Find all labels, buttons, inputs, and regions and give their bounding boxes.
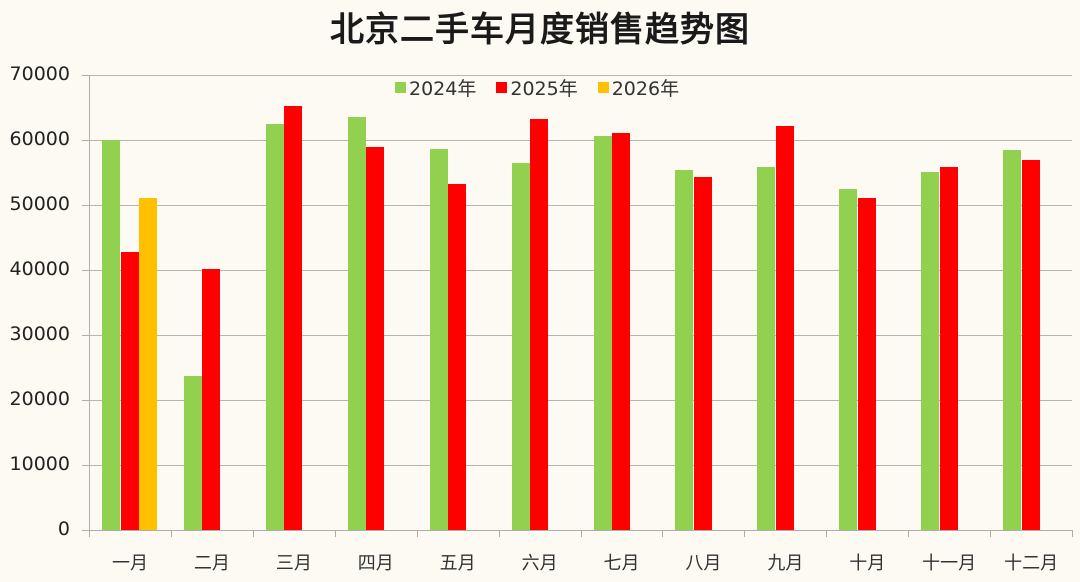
legend-item: 2024年 [395,74,476,101]
x-tick-label: 七月 [603,553,640,574]
legend-swatch-icon [395,82,406,93]
y-tick [82,205,90,206]
y-tick-label: 40000 [9,258,70,280]
bar-2025年 [448,183,467,530]
x-tick [498,530,500,537]
x-tick-label: 三月 [275,553,312,574]
x-tick [416,530,418,537]
x-tick [662,530,664,537]
gridline [89,270,1072,271]
x-tick [580,530,582,537]
x-tick [252,530,254,537]
chart-title: 北京二手车月度销售趋势图 [330,10,750,50]
bar-2024年 [675,169,694,530]
legend-label: 2026年 [611,78,680,100]
bar-2025年 [939,167,958,530]
gridline [89,140,1072,141]
x-tick-label: 一月 [112,553,148,574]
x-tick-label: 十一月 [922,553,977,574]
x-tick [170,530,172,537]
x-tick [908,530,910,537]
bar-2025年 [612,132,630,530]
x-tick [334,530,336,537]
bar-2024年 [1003,150,1022,530]
bar-2025年 [120,252,139,530]
bar-2024年 [429,149,448,530]
x-tick-label: 六月 [521,553,558,574]
y-tick-label: 30000 [9,323,70,345]
x-tick-label: 五月 [439,553,476,574]
legend-item: 2026年 [597,74,680,101]
plot-area [89,75,1072,530]
bar-2024年 [347,116,366,530]
bar-2025年 [202,268,221,530]
y-tick [82,400,90,401]
gridline [89,335,1072,336]
bar-2024年 [839,189,858,530]
x-tick-label: 十月 [849,553,886,574]
y-tick-label: 60000 [9,128,70,150]
gridline [89,205,1072,206]
gridline [89,75,1072,76]
y-tick-label: 70000 [9,63,70,85]
x-tick [826,530,828,537]
x-tick-label: 十二月 [1004,553,1059,574]
legend-swatch-icon [597,82,609,93]
bar-2025年 [284,105,303,530]
x-tick [990,530,992,537]
bar-2025年 [1021,160,1040,530]
y-tick [82,530,90,531]
x-tick-label: 四月 [357,553,394,574]
legend-swatch-icon [496,82,508,93]
y-tick [82,140,90,141]
y-tick [82,75,90,76]
bar-2024年 [511,163,530,530]
y-tick [82,465,90,466]
bar-2024年 [921,171,940,530]
bar-2024年 [757,166,776,530]
y-axis-line [89,75,90,537]
x-tick [744,530,746,537]
y-tick-label: 50000 [9,193,70,215]
x-tick-label: 九月 [767,553,804,574]
gridline [89,465,1072,466]
y-tick [82,335,90,336]
bar-2025年 [530,119,549,530]
bar-2024年 [265,123,284,530]
legend: 2024年 2025年 2026年 [395,74,679,101]
legend-label: 2024年 [409,78,477,100]
x-tick-label: 二月 [193,553,230,574]
gridline [89,400,1072,401]
bar-2025年 [857,197,876,530]
bar-2025年 [366,146,385,530]
y-tick [82,270,90,271]
y-tick-label: 20000 [9,388,70,410]
bar-2025年 [693,177,712,530]
bar-2024年 [183,375,202,530]
bar-2024年 [102,140,120,530]
legend-label: 2025年 [510,78,578,100]
y-tick-label: 0 [57,518,70,540]
legend-item: 2025年 [496,74,578,101]
x-tick [1072,530,1073,537]
x-tick [89,530,90,537]
bar-2025年 [775,125,794,530]
bar-2024年 [593,136,612,530]
y-tick-label: 10000 [9,453,70,475]
bar-2026年 [139,197,157,530]
x-tick-label: 八月 [685,553,722,574]
